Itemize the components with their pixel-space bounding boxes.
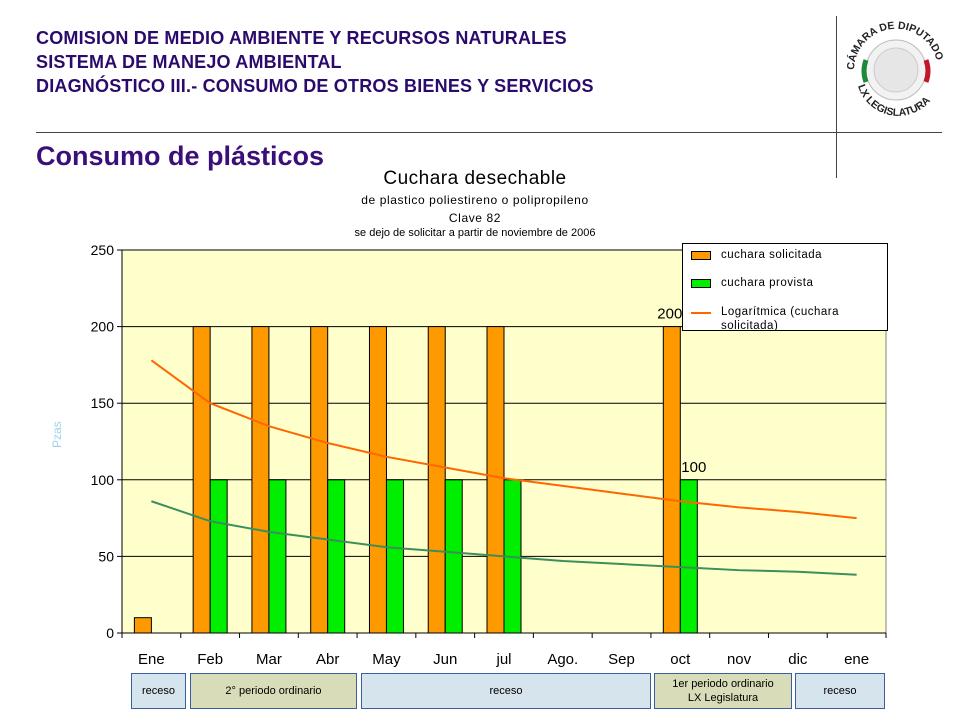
chart-subtitle-2: Clave 82 bbox=[448, 211, 502, 225]
period-band: receso bbox=[131, 673, 186, 709]
bar-solicitada-4 bbox=[368, 326, 387, 634]
bar-solicitada-5 bbox=[427, 326, 446, 634]
bar-solicitada-6 bbox=[486, 326, 505, 634]
y-tick-label: 150 bbox=[91, 395, 115, 411]
period-label: receso bbox=[141, 685, 176, 697]
bar-provista-9 bbox=[679, 479, 698, 634]
bar-solicitada-3 bbox=[310, 326, 329, 634]
chart-subtitle-1: de plastico poliestireno o polipropileno bbox=[361, 193, 589, 207]
y-tick-label: 100 bbox=[91, 472, 115, 488]
x-tick-label: dic bbox=[788, 651, 808, 668]
legend-label-provista: cuchara provista bbox=[721, 277, 814, 289]
period-label: receso bbox=[489, 685, 523, 697]
bar-provista-1 bbox=[209, 479, 228, 634]
y-tick-label: 0 bbox=[106, 625, 114, 641]
camara-de-diputados-seal-icon: CÁMARA DE DIPUTADOS LX LEGISLATURA bbox=[840, 8, 945, 119]
logo-divider bbox=[836, 16, 837, 178]
bar-provista-3 bbox=[327, 479, 346, 634]
header-line-1: COMISION DE MEDIO AMBIENTE Y RECURSOS NA… bbox=[36, 28, 567, 48]
y-tick-label: 50 bbox=[98, 548, 114, 564]
y-tick-label: 250 bbox=[91, 242, 115, 258]
period-label: LX Legislatura bbox=[687, 692, 759, 704]
x-tick-label: jul bbox=[495, 651, 511, 668]
data-label: 100 bbox=[681, 459, 706, 476]
x-tick-label: Sep bbox=[608, 651, 635, 668]
period-label: 1er periodo ordinario bbox=[672, 678, 774, 690]
period-band: receso bbox=[795, 673, 885, 709]
bar-solicitada-1 bbox=[192, 326, 211, 634]
x-tick-label: ene bbox=[844, 651, 869, 668]
period-label: receso bbox=[823, 685, 857, 697]
x-tick-label: Jun bbox=[433, 651, 457, 668]
chart-subtitle-3: se dejo de solicitar a partir de noviemb… bbox=[354, 227, 596, 239]
x-tick-label: nov bbox=[727, 651, 752, 668]
trendline-0 bbox=[150, 359, 857, 520]
header-line-3: DIAGNÓSTICO III.- CONSUMO DE OTROS BIENE… bbox=[36, 76, 594, 96]
bar-solicitada-2 bbox=[251, 326, 270, 634]
x-tick-label: Ene bbox=[138, 651, 165, 668]
header-line-2: SISTEMA DE MANEJO AMBIENTAL bbox=[36, 52, 342, 72]
legend-swatch-solicitada bbox=[691, 251, 711, 260]
page-title: Consumo de plásticos bbox=[36, 141, 325, 171]
x-tick-label: Ago. bbox=[547, 651, 578, 668]
x-tick-label: oct bbox=[670, 651, 691, 668]
x-tick-label: Feb bbox=[197, 651, 223, 668]
bar-provista-2 bbox=[268, 479, 287, 634]
x-tick-label: Abr bbox=[316, 651, 339, 668]
chart-legend: cuchara solicitada cuchara provista Loga… bbox=[682, 243, 888, 331]
period-band: 1er periodo ordinario LX Legislatura bbox=[654, 673, 792, 709]
period-label: 2° periodo ordinario bbox=[225, 685, 322, 697]
legend-swatch-logaritmica bbox=[691, 312, 711, 314]
x-tick-label: Mar bbox=[256, 651, 282, 668]
bar-provista-4 bbox=[385, 479, 404, 634]
bar-solicitada-0 bbox=[133, 617, 152, 634]
period-band: receso bbox=[361, 673, 651, 709]
header: COMISION DE MEDIO AMBIENTE Y RECURSOS NA… bbox=[36, 26, 594, 98]
header-divider bbox=[36, 132, 942, 133]
data-label: 200 bbox=[657, 306, 682, 323]
y-tick-label: 200 bbox=[91, 319, 115, 335]
legend-swatch-provista bbox=[691, 279, 711, 288]
bar-solicitada-9 bbox=[662, 326, 681, 634]
y-axis-label: Pzas bbox=[50, 421, 64, 448]
period-band: 2° periodo ordinario bbox=[190, 673, 357, 709]
trendline-1 bbox=[151, 500, 857, 576]
legend-label-solicitada: cuchara solicitada bbox=[721, 249, 823, 261]
chart-title: Cuchara desechable bbox=[383, 168, 567, 189]
legend-label-logaritmica: Logarítmica (cuchara solicitada) bbox=[721, 306, 840, 331]
x-tick-label: May bbox=[372, 651, 401, 668]
bar-provista-5 bbox=[444, 479, 463, 634]
